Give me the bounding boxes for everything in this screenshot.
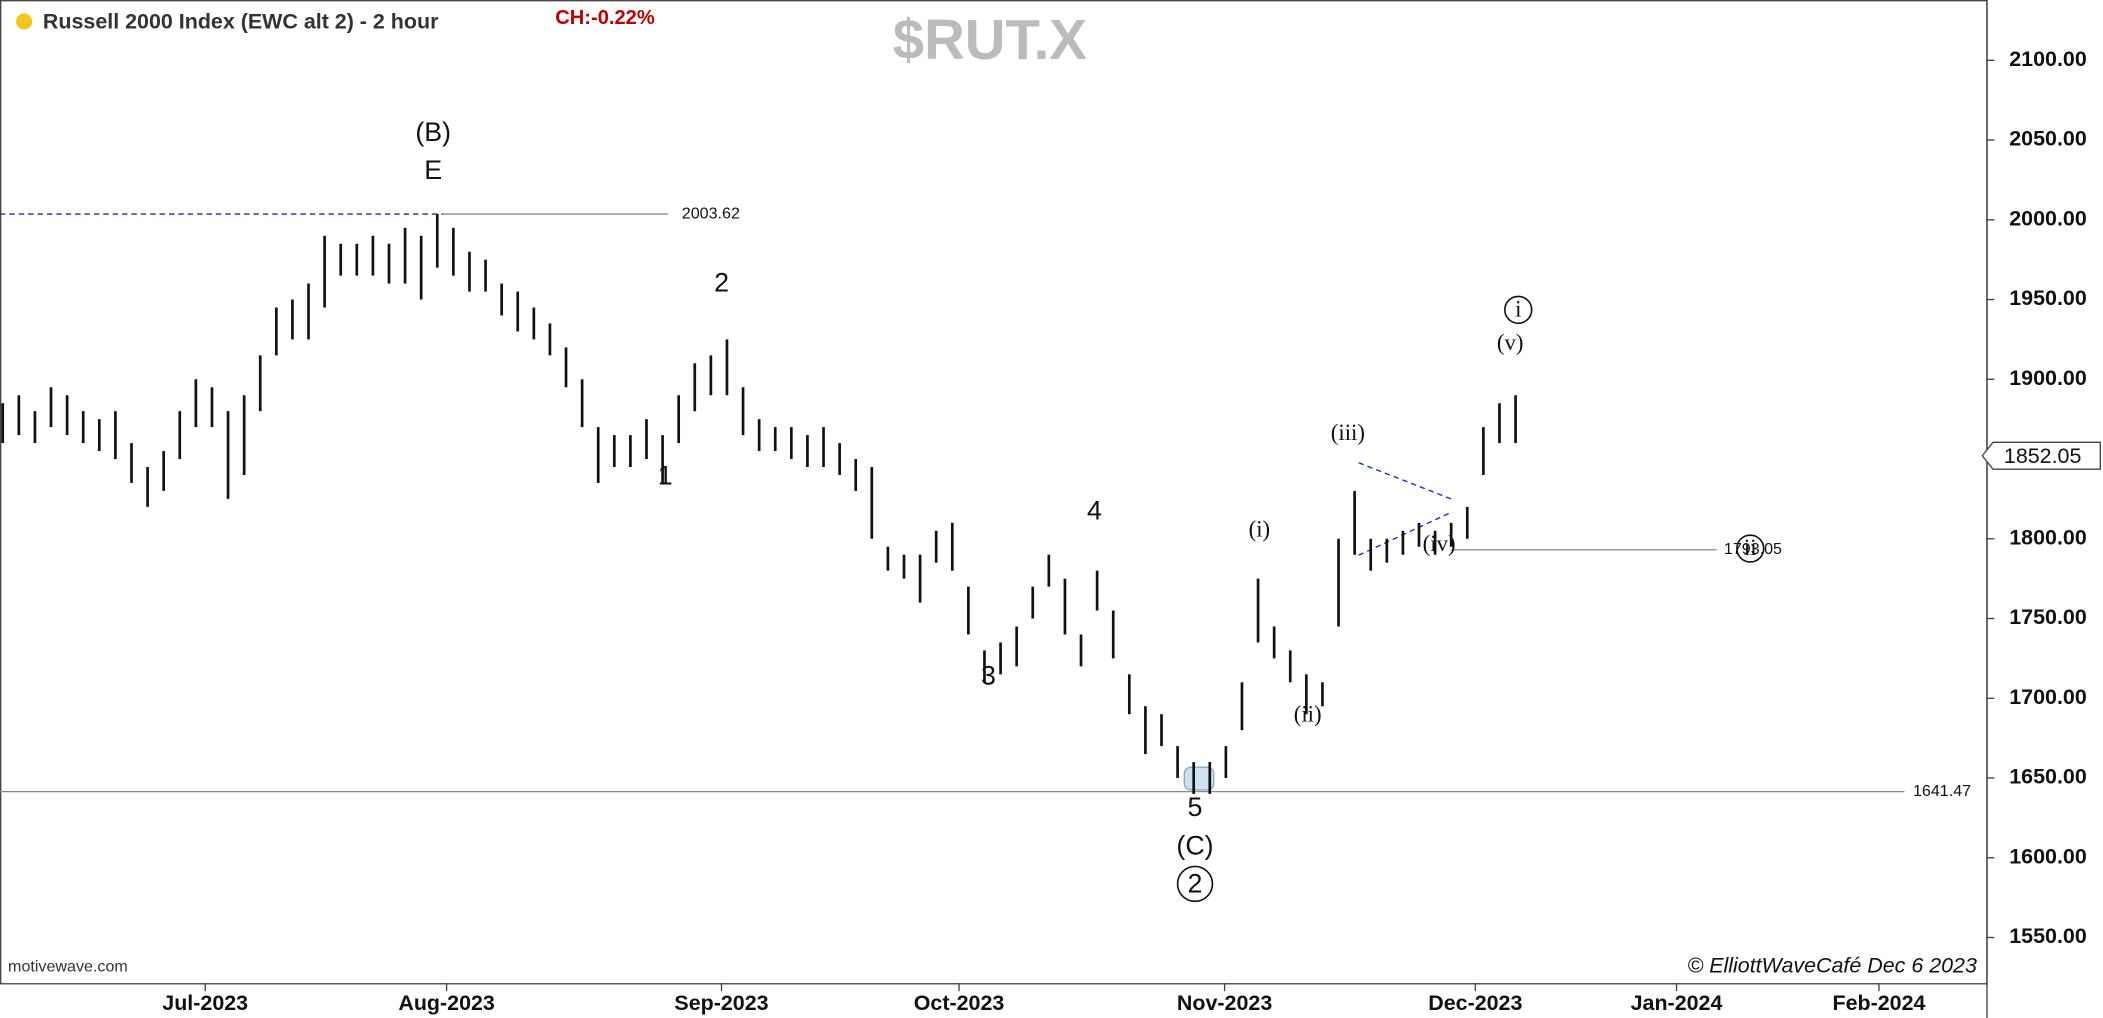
source-label: motivewave.com [8, 957, 128, 975]
x-tick-label: Jul-2023 [162, 991, 248, 1015]
wave-label: i [1515, 296, 1521, 321]
last-price-label: 1852.05 [2004, 444, 2082, 468]
wave-label: (v) [1497, 330, 1524, 355]
y-tick-label: 2000.00 [2009, 206, 2087, 230]
change-label: CH:-0.22% [555, 7, 655, 29]
y-tick-label: 1650.00 [2009, 765, 2087, 789]
wave-label: ii [1744, 535, 1757, 560]
x-tick-label: Jan-2024 [1631, 991, 1723, 1015]
wave-label: 5 [1188, 792, 1203, 822]
wave-circle [1504, 295, 1533, 325]
wave-label: 2 [714, 267, 729, 297]
status-dot [16, 13, 33, 30]
chart-title: Russell 2000 Index (EWC alt 2) - 2 hour [43, 9, 439, 33]
wave-label: (i) [1249, 516, 1271, 541]
y-tick-label: 2100.00 [2009, 47, 2087, 71]
x-tick-label: Sep-2023 [674, 991, 768, 1015]
wave-label: (iii) [1331, 420, 1365, 445]
level-label: 1641.47 [1913, 782, 1971, 800]
x-tick-label: Nov-2023 [1177, 991, 1272, 1015]
credit-label: © ElliottWaveCafé Dec 6 2023 [1687, 954, 1977, 978]
y-tick-label: 1600.00 [2009, 844, 2087, 868]
y-tick-label: 1800.00 [2009, 525, 2087, 549]
wave-label: (B) [415, 117, 451, 147]
y-tick-label: 1750.00 [2009, 605, 2087, 629]
x-tick-label: Dec-2023 [1428, 991, 1522, 1015]
wave-label: E [424, 155, 442, 185]
wave-label: 2 [1188, 868, 1203, 898]
wave-label: 3 [981, 660, 996, 690]
triangle-lower [1358, 511, 1452, 556]
x-tick-label: Aug-2023 [398, 991, 495, 1015]
last-price-badge [1981, 441, 2101, 470]
wave-label: (C) [1176, 831, 1213, 861]
pivot-marker [1183, 766, 1215, 791]
x-tick-label: Oct-2023 [914, 991, 1005, 1015]
wave-label: 4 [1087, 495, 1102, 525]
wave-circle [1176, 865, 1214, 903]
y-tick-label: 2050.00 [2009, 127, 2087, 151]
wave-label: 1 [658, 461, 673, 491]
y-tick-label: 1950.00 [2009, 286, 2087, 310]
wave-label: (ii) [1294, 701, 1322, 726]
x-tick-label: Feb-2024 [1832, 991, 1925, 1015]
wave-label: (iv) [1423, 531, 1456, 556]
level-label: 2003.62 [682, 204, 740, 222]
y-tick-label: 1900.00 [2009, 366, 2087, 390]
y-tick-label: 1700.00 [2009, 685, 2087, 709]
wave-circle [1736, 534, 1765, 563]
y-tick-label: 1550.00 [2009, 924, 2087, 948]
symbol-watermark: $RUT.X [893, 8, 1087, 71]
triangle-upper [1358, 462, 1452, 500]
